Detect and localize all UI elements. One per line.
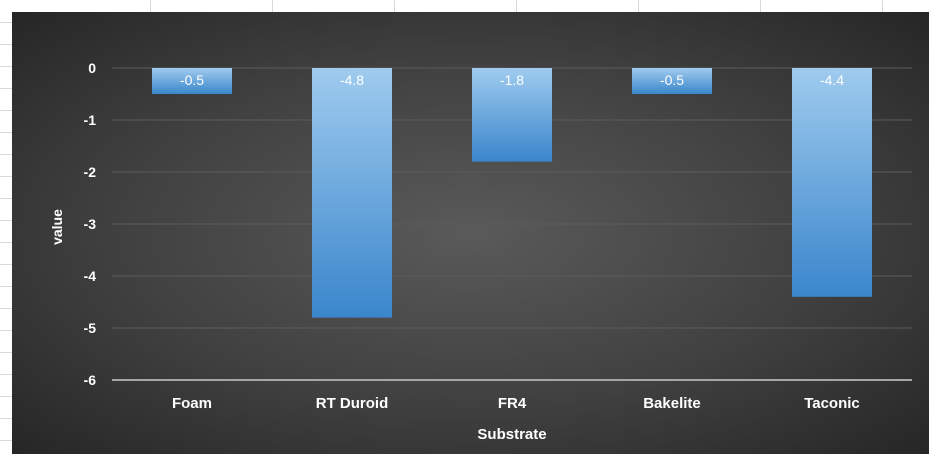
data-label: -1.8: [500, 72, 524, 88]
bar-bakelite: [632, 68, 712, 94]
x-tick-label: RT Duroid: [316, 395, 389, 412]
data-label: -0.5: [660, 72, 684, 88]
bars: [152, 68, 872, 318]
y-tick-label: -4: [84, 268, 97, 284]
data-labels: -0.5 -4.8 -1.8 -0.5 -4.4: [180, 72, 844, 88]
y-tick-label: -6: [84, 372, 97, 388]
x-tick-label: FR4: [498, 395, 527, 412]
y-axis-title: value: [49, 209, 65, 245]
y-tick-label: -2: [84, 164, 97, 180]
x-axis-title: Substrate: [477, 426, 546, 443]
axes: 0 -1 -2 -3 -4 -5 -6 Foam RT Duroid FR4 Bakelite Tac…: [84, 60, 912, 412]
chart-area[interactable]: 0 -1 -2 -3 -4 -5 -6 Foam RT Duroid FR4 Bakelite Tac…: [12, 12, 929, 454]
bar-foam: [152, 68, 232, 94]
y-tick-label: -3: [84, 216, 97, 232]
data-label: -4.8: [340, 72, 364, 88]
bar-taconic: [792, 68, 872, 297]
x-tick-label: Foam: [172, 395, 212, 412]
bar-chart: 0 -1 -2 -3 -4 -5 -6 Foam RT Duroid FR4 Bakelite Tac…: [49, 60, 912, 443]
data-label: -4.4: [820, 72, 844, 88]
x-tick-label: Bakelite: [643, 395, 701, 412]
y-tick-label: -5: [84, 320, 97, 336]
x-tick-label: Taconic: [804, 395, 860, 412]
bar-fr4: [472, 68, 552, 162]
y-tick-label: -1: [84, 112, 97, 128]
y-tick-label: 0: [88, 60, 96, 76]
data-label: -0.5: [180, 72, 204, 88]
bar-rt-duroid: [312, 68, 392, 318]
